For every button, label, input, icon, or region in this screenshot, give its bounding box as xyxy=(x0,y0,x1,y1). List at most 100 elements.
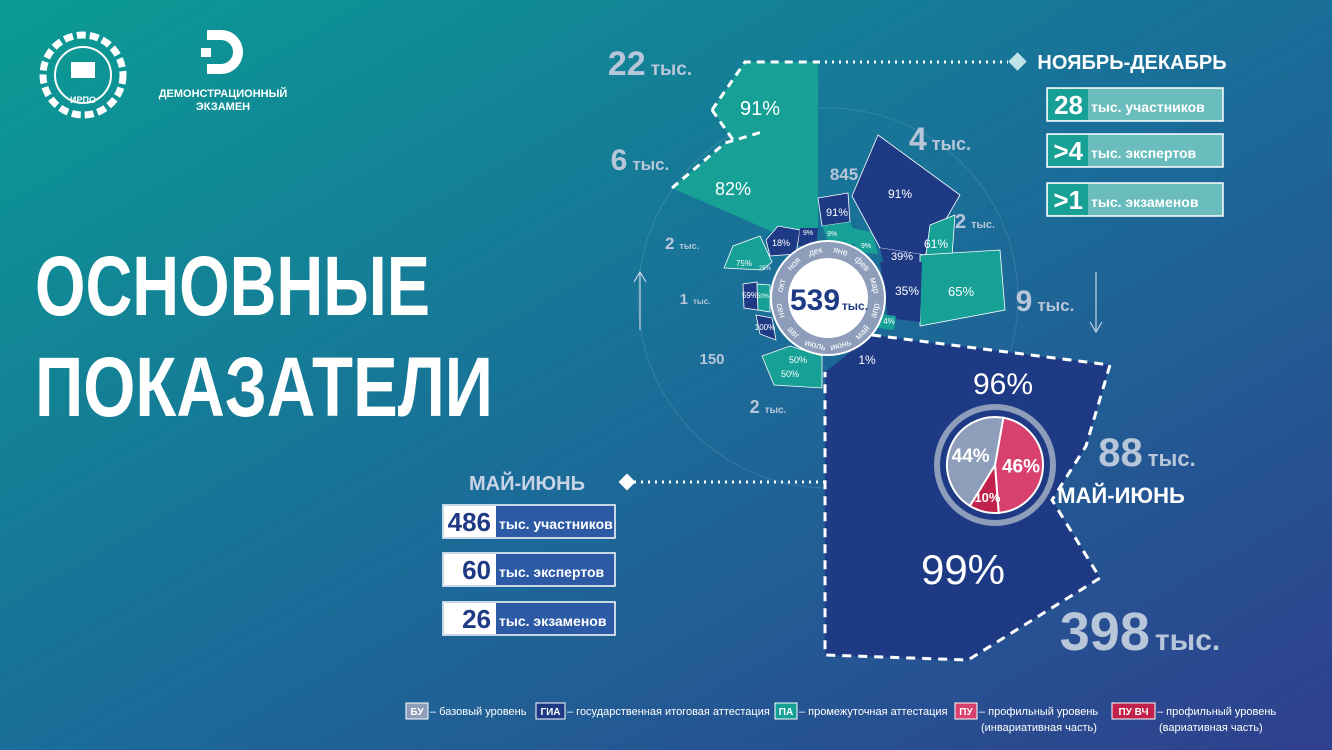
legend-swatch xyxy=(405,702,429,720)
stat-label: тыс. участников xyxy=(499,516,613,532)
petal-percent: 75% xyxy=(736,259,752,268)
stat-number: 60 xyxy=(462,555,491,585)
stat-number-bg xyxy=(444,554,496,585)
petal-percent: 25% xyxy=(759,266,772,272)
petal-total-unit: тыс. xyxy=(679,241,699,251)
petal-total-unit: тыс. xyxy=(932,134,971,154)
legend-swatch xyxy=(774,702,798,720)
petal-percent: 9% xyxy=(827,231,837,238)
stat-label: тыс. экспертов xyxy=(1091,145,1197,161)
center-disc xyxy=(788,258,868,338)
petal-percent: 4% xyxy=(883,317,895,326)
petal-total-value: 2 xyxy=(750,397,760,417)
pie-slice xyxy=(946,416,1005,508)
petal-total: 1 тыс. xyxy=(680,291,711,308)
month-label: окт xyxy=(775,278,788,293)
petal-total: 845 xyxy=(830,165,858,184)
petal-percent: 59% xyxy=(742,291,758,300)
petal-total: 2 тыс. xyxy=(665,234,699,253)
petal-percent: 9% xyxy=(803,230,813,237)
petal-percent: 50% xyxy=(789,355,807,365)
logo-brand: ЭКЗАМЕН xyxy=(196,101,250,113)
petal-total-value: 6 xyxy=(611,144,628,177)
logo-brand: ДЕМОНСТРАЦИОННЫЙ xyxy=(159,87,288,100)
center-value: 539 xyxy=(790,284,840,317)
stat-number: 26 xyxy=(462,604,491,634)
petal-total-unit: тыс. xyxy=(1037,296,1074,315)
legend-text: – профильный уровень xyxy=(979,706,1098,718)
petal-percent: 9% xyxy=(861,243,871,250)
legend-code: ПУ ВЧ xyxy=(1118,707,1148,718)
period-label: НОЯБРЬ-ДЕКАБРЬ xyxy=(1037,52,1226,74)
petal-percent: 61% xyxy=(924,237,948,251)
petal-percent: 50% xyxy=(757,294,770,300)
petal-total-unit: тыс. xyxy=(765,405,787,416)
petal-percent: 96% xyxy=(973,368,1033,401)
legend-text: – государственная итоговая аттестация xyxy=(567,706,770,718)
stat-number-bg xyxy=(444,603,496,634)
petal-total-value: 398 xyxy=(1060,602,1150,662)
petal-total-unit: тыс. xyxy=(693,297,710,306)
stat-number-bg xyxy=(1048,135,1088,166)
title: ПОКАЗАТЕЛИ xyxy=(35,340,493,434)
arrow xyxy=(1089,272,1103,334)
period-label: МАЙ-ИЮНЬ xyxy=(1057,483,1185,508)
logo-demo: ДЕМОНСТРАЦИОННЫЙ ЭКЗАМЕН xyxy=(159,30,288,113)
petal-total-value: 88 xyxy=(1098,431,1143,475)
petal-percent: 39% xyxy=(891,251,913,263)
petal-total: 4 тыс. xyxy=(909,121,971,157)
petal-total-unit: тыс. xyxy=(632,155,669,174)
logo-org: ИРПО xyxy=(70,95,96,105)
center-unit: тыс. xyxy=(842,299,868,313)
logo-irpo: ИРПО xyxy=(39,31,127,119)
petal-percent: 100% xyxy=(755,323,775,332)
legend-swatch xyxy=(1111,702,1156,720)
petal-total-value: 2 xyxy=(665,234,674,253)
petal-total-value: 22 xyxy=(608,45,646,83)
petal-total: 6 тыс. xyxy=(611,144,670,177)
stat-number: >4 xyxy=(1053,136,1083,166)
stat-number: 486 xyxy=(448,507,491,537)
legend-text: – профильный уровень xyxy=(1157,706,1276,718)
petal-total-unit: тыс. xyxy=(971,219,995,231)
stat-label: тыс. экспертов xyxy=(499,564,605,580)
legend-code: ГИА xyxy=(540,707,560,718)
petal-total: 88 тыс. xyxy=(1098,431,1195,475)
petal-percent: 91% xyxy=(740,98,780,120)
pie-label: 46% xyxy=(1002,456,1040,477)
legend-text: (инвариативная часть) xyxy=(981,722,1097,734)
petal-percent: 91% xyxy=(826,207,848,219)
month-label: апр xyxy=(868,302,882,319)
legend-text: – промежуточная аттестация xyxy=(799,706,948,718)
petal-percent: 50% xyxy=(781,369,799,379)
petal-percent: 82% xyxy=(715,179,751,199)
petal-total-value: 2 xyxy=(955,211,966,233)
petal-percent: 35% xyxy=(895,284,919,298)
title: ОСНОВНЫЕ xyxy=(35,239,430,333)
petal-total-unit: тыс. xyxy=(1148,446,1196,471)
petal-percent: 1% xyxy=(858,353,876,367)
petal-total-unit: тыс. xyxy=(651,59,692,80)
petal-total: 9 тыс. xyxy=(1016,285,1075,318)
pie-label: 10% xyxy=(974,490,1000,505)
month-label: дек xyxy=(807,244,823,257)
month-label: янв xyxy=(832,244,849,258)
petal-total-unit: тыс. xyxy=(1155,624,1220,657)
stat-label: тыс. участников xyxy=(1091,99,1205,115)
pie-slice xyxy=(993,416,1045,514)
petal-total-value: 845 xyxy=(830,165,858,184)
petal-total: 150 xyxy=(699,351,724,368)
petal-total: 2 тыс. xyxy=(955,211,995,233)
petal-total: 22 тыс. xyxy=(608,45,692,83)
stat-number-bg xyxy=(444,506,496,537)
month-label: сен xyxy=(774,302,787,319)
connector-marker xyxy=(1008,52,1027,71)
stat-label: тыс. экзаменов xyxy=(499,613,607,629)
month-label: мар xyxy=(868,276,882,294)
stat-label: тыс. экзаменов xyxy=(1091,194,1199,210)
legend-code: ПА xyxy=(779,707,793,718)
connector-marker xyxy=(618,473,636,491)
petal-total-value: 9 xyxy=(1016,285,1033,318)
